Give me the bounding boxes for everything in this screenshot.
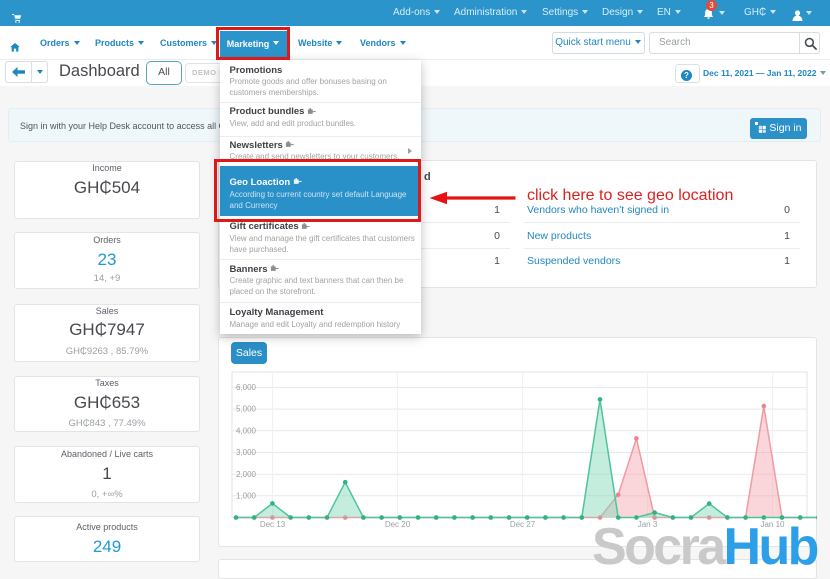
svg-text:4,000: 4,000	[236, 426, 257, 435]
svg-text:6,000: 6,000	[236, 383, 257, 392]
svg-text:1,000: 1,000	[236, 491, 257, 500]
svg-text:?: ?	[684, 71, 689, 80]
svg-text:5,000: 5,000	[236, 405, 257, 414]
svg-text:3,000: 3,000	[236, 448, 257, 457]
svg-text:Jan 3: Jan 3	[638, 520, 658, 529]
svg-text:Dec 13: Dec 13	[260, 520, 286, 529]
svg-text:Jan 10: Jan 10	[760, 520, 785, 529]
svg-text:Dec 20: Dec 20	[385, 520, 411, 529]
svg-text:2,000: 2,000	[236, 470, 257, 479]
svg-text:Dec 27: Dec 27	[510, 520, 536, 529]
